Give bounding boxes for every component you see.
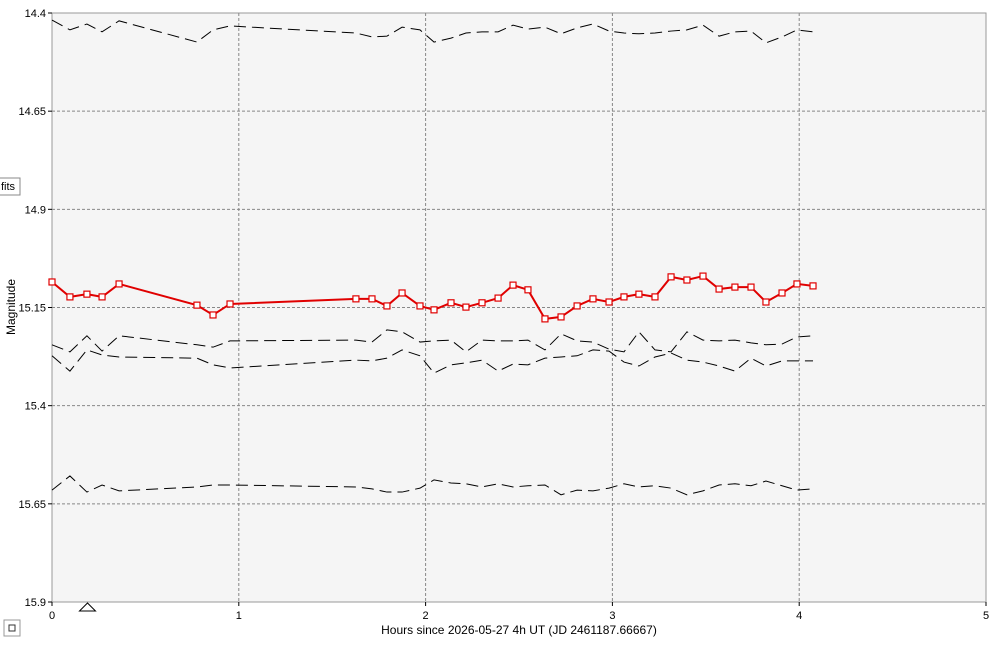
data-point (541, 315, 549, 323)
data-point (557, 313, 565, 321)
data-point (793, 280, 801, 288)
data-point (352, 295, 360, 303)
data-point (416, 302, 424, 310)
data-point (635, 290, 643, 298)
data-point (66, 293, 74, 301)
data-point (573, 302, 581, 310)
fits-label: fits (1, 181, 16, 193)
data-point (699, 272, 707, 280)
x-axis-label: Hours since 2026-05-27 4h UT (JD 2461187… (381, 623, 657, 637)
data-point (620, 293, 628, 301)
data-point (430, 306, 438, 314)
corner-icon (8, 624, 16, 632)
data-point (778, 289, 786, 297)
data-point (589, 295, 597, 303)
y-tick-label: 14.9 (25, 204, 46, 216)
data-point (605, 298, 613, 306)
y-tick-label: 15.9 (25, 597, 46, 609)
data-point (731, 283, 739, 291)
data-point (193, 301, 201, 309)
y-tick-label: 15.65 (18, 499, 46, 511)
data-point (209, 311, 217, 319)
data-point (494, 294, 502, 302)
x-tick-label: 4 (796, 610, 802, 622)
y-tick-label: 14.4 (25, 8, 46, 20)
comparison-line (51, 349, 814, 374)
data-point (48, 278, 56, 286)
data-point (683, 276, 691, 284)
data-point (447, 299, 455, 307)
data-point (524, 286, 532, 294)
comparison-line (51, 475, 814, 496)
x-tick-label: 1 (236, 610, 242, 622)
data-point (509, 281, 517, 289)
data-point (667, 273, 675, 281)
data-point (462, 303, 470, 311)
x-tick-label: 3 (609, 610, 615, 622)
comparison-line (51, 329, 814, 353)
data-point (98, 293, 106, 301)
corner-button[interactable] (3, 619, 21, 637)
data-point (368, 295, 376, 303)
x-tick-label: 2 (423, 610, 429, 622)
fits-button[interactable] (0, 177, 21, 196)
data-point (651, 293, 659, 301)
data-point (83, 290, 91, 298)
data-point (747, 283, 755, 291)
data-point (809, 282, 817, 290)
y-tick-label: 15.4 (25, 401, 46, 413)
data-point (115, 280, 123, 288)
x-tick-label: 0 (49, 610, 55, 622)
data-point (398, 289, 406, 297)
data-point (383, 302, 391, 310)
y-axis-label: Magnitude (4, 279, 18, 335)
y-tick-label: 14.65 (18, 106, 46, 118)
data-point (226, 300, 234, 308)
x-tick-label: 5 (983, 610, 989, 622)
data-point (715, 285, 723, 293)
data-point (762, 298, 770, 306)
y-tick-label: 15.15 (18, 303, 46, 315)
comparison-line (51, 19, 814, 44)
time-marker (78, 602, 97, 612)
data-point (478, 299, 486, 307)
